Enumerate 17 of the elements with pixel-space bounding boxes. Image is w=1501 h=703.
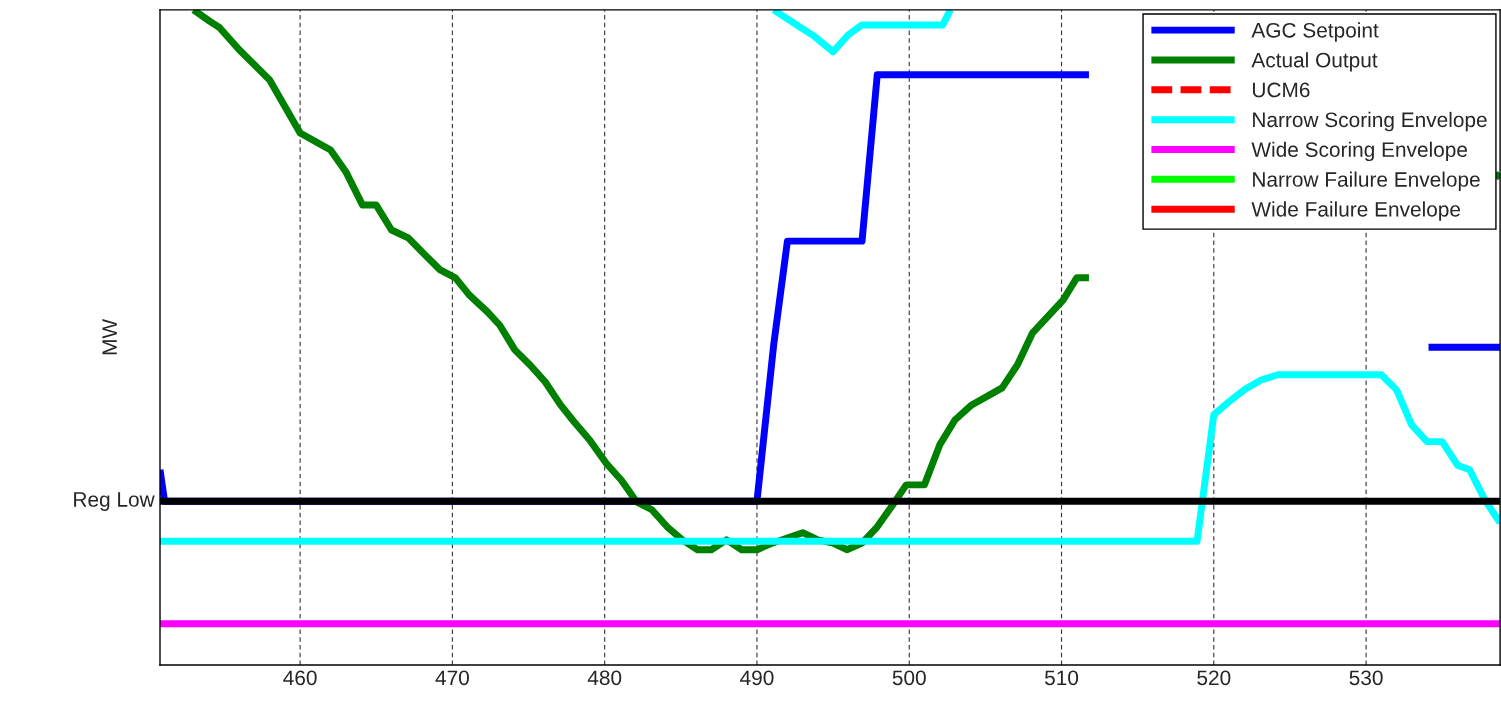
legend-label: Wide Failure Envelope (1251, 201, 1461, 221)
x-tick-label: 520 (1197, 670, 1231, 686)
legend-label: Narrow Failure Envelope (1253, 171, 1480, 191)
x-tick-label: 510 (1044, 670, 1079, 686)
legend-label: Actual Output (1251, 52, 1378, 72)
x-tick-label: 470 (435, 670, 469, 686)
x-tick-label: 500 (892, 670, 926, 686)
legend-label: Narrow Scoring Envelope (1253, 111, 1487, 132)
x-tick-label: 530 (1349, 670, 1383, 686)
x-tick-label: 480 (587, 670, 622, 686)
x-tick-label: 490 (740, 670, 774, 686)
legend-label: UCM6 (1252, 82, 1310, 98)
ref-line-label: Reg Low (74, 492, 155, 511)
y-axis-title: MW (102, 319, 117, 355)
x-tick-label: 460 (283, 670, 317, 686)
legend-label: Wide Scoring Envelope (1251, 141, 1468, 162)
legend-label: AGC Setpoint (1251, 22, 1379, 42)
